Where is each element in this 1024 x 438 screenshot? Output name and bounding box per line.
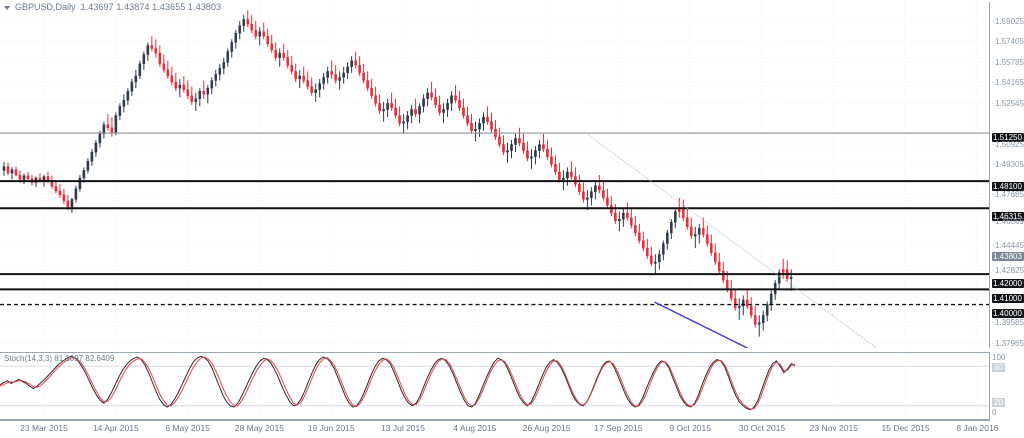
price-tick-label: -1.44445 <box>992 241 1024 250</box>
trendlines <box>584 131 878 348</box>
price-level-lines <box>0 132 989 306</box>
stochastic-pane[interactable]: Stoch(14,3,3) 81.1097 82.6409 <box>0 352 990 420</box>
stoch-tick-label: 20 <box>992 398 1005 407</box>
stoch-tick-label: 0 <box>992 408 997 417</box>
x-axis-label: 23 Mar 2015 <box>20 423 68 433</box>
x-axis-label: 30 Oct 2015 <box>738 423 786 433</box>
x-axis-label: 15 Dec 2015 <box>881 423 930 433</box>
price-axis[interactable]: -1.59025 -1.57405 -1.55785 -1.54165 -1.52545… <box>992 2 1024 348</box>
price-level-label[interactable]: 1.42000 <box>992 279 1024 288</box>
x-axis-label: 19 Jun 2015 <box>307 423 355 433</box>
stoch-d-line <box>0 356 796 410</box>
x-axis-label: 23 Nov 2015 <box>809 423 858 433</box>
price-tick-label: -1.39585 <box>992 318 1024 327</box>
x-axis-label: 17 Sep 2015 <box>594 423 643 433</box>
price-level-label[interactable]: 1.46315 <box>992 212 1024 221</box>
stochastic-plot <box>0 353 989 419</box>
price-level-label[interactable]: 1.48100 <box>992 182 1024 191</box>
price-tick-label: -1.54165 <box>992 78 1024 87</box>
x-axis-label: 28 May 2015 <box>234 423 284 433</box>
price-tick-label: -1.46065 <box>992 217 1024 226</box>
vertical-gridlines <box>43 2 977 348</box>
price-level-label[interactable]: 1.40000 <box>992 309 1024 318</box>
x-axis-rule <box>0 420 990 421</box>
x-axis-labels: 23 Mar 2015 14 Apr 2015 6 May 2015 28 May 2… <box>0 423 1024 438</box>
candle-series <box>2 10 793 337</box>
price-tick-label: -1.47685 <box>992 190 1024 199</box>
stoch-vertical-gridlines <box>43 353 978 419</box>
horizontal-gridlines <box>0 20 989 344</box>
price-tick-label: -1.42825 <box>992 266 1024 275</box>
price-tick-label: -1.49305 <box>992 160 1024 169</box>
caret-down-icon[interactable] <box>4 5 10 10</box>
stochastic-axis: 100 80 20 0 <box>992 352 1024 420</box>
x-axis-label: 4 Aug 2015 <box>453 423 497 433</box>
price-tick-label: -1.52545 <box>992 99 1024 108</box>
price-level-label[interactable]: 1.41000 <box>992 294 1024 303</box>
price-level-label[interactable]: 1.51250 <box>992 133 1024 142</box>
stoch-tick-label: 80 <box>992 363 1005 372</box>
x-axis-label: 8 Jan 2016 <box>956 423 999 433</box>
stoch-tick-label: 100 <box>992 353 1006 362</box>
symbol-period-label: GBPUSD,Daily <box>15 2 76 12</box>
price-tick-label: -1.37965 <box>992 339 1024 348</box>
x-axis-label: 13 Jul 2015 <box>381 423 425 433</box>
price-tick-label: -1.57405 <box>992 37 1024 46</box>
chart-header: GBPUSD,Daily 1.43697 1.43874 1.43655 1.4… <box>0 0 1024 14</box>
stoch-k-line <box>0 355 796 411</box>
price-tick-label: -1.50925 <box>992 140 1024 149</box>
current-price-label[interactable]: 1.43803 <box>992 252 1024 261</box>
price-tick-label: -1.55785 <box>992 58 1024 67</box>
price-pane[interactable] <box>0 2 990 348</box>
candlestick-plot <box>0 2 989 348</box>
x-axis-label: 9 Oct 2015 <box>669 423 711 433</box>
price-tick-label: -1.59025 <box>992 17 1024 26</box>
x-axis-label: 6 May 2015 <box>165 423 210 433</box>
x-axis-label: 14 Apr 2015 <box>92 423 139 433</box>
x-axis-label: 26 Aug 2015 <box>522 423 571 433</box>
ohlc-values: 1.43697 1.43874 1.43655 1.43803 <box>80 2 222 12</box>
